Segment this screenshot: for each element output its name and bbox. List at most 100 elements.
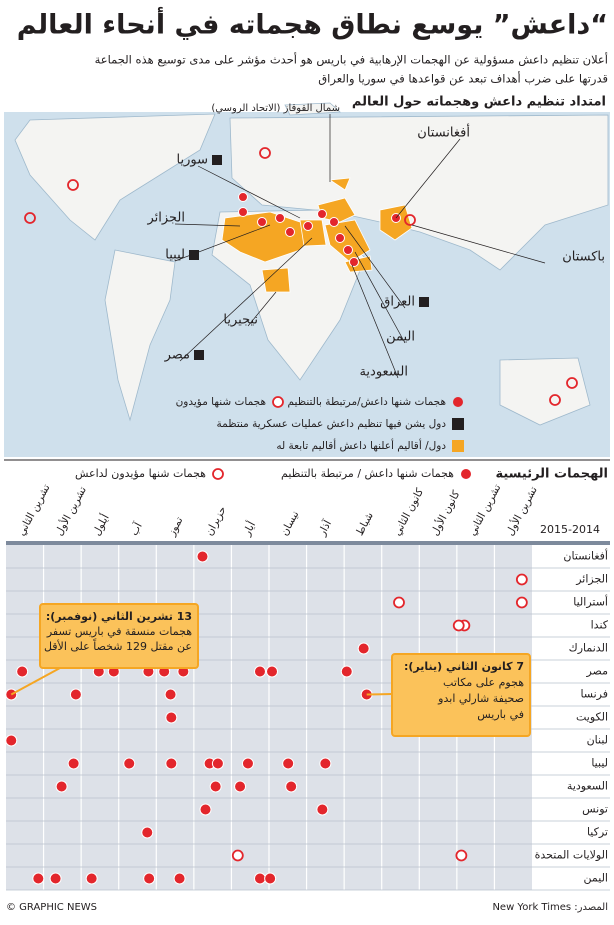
- title: “داعش” يوسع نطاق هجماته في أنحاء العالم: [17, 7, 608, 41]
- affiliated-attack: [49, 872, 62, 885]
- month-label: آب: [127, 519, 145, 537]
- affiliated-attack: [143, 872, 156, 885]
- affiliated-attack: [199, 803, 212, 816]
- callout-text: هجمات منسقة في باريس تسفر: [46, 625, 192, 638]
- map-label: العراق: [380, 295, 415, 310]
- row-label: فرنسا: [580, 688, 608, 701]
- affiliated-attack: [5, 734, 18, 747]
- subtitle: أعلان تنظيم داعش مسؤولية عن الهجمات الإر…: [95, 52, 608, 68]
- map-label: شمال القوقاز (الاتحاد الروسي): [211, 103, 340, 114]
- attack-dot: [257, 217, 267, 227]
- affiliated-attack: [165, 711, 178, 724]
- month-label: شباط: [354, 510, 376, 538]
- attack-dot: [329, 217, 339, 227]
- legend-symbol: [452, 440, 464, 452]
- continent: [229, 114, 609, 271]
- map-label: أفغانستان: [417, 124, 470, 141]
- legend-label: هجمات شنها داعش / مرتبطة بالتنظيم: [281, 467, 454, 480]
- affiliated-attack: [340, 665, 353, 678]
- month-label: تشرين الأول: [52, 484, 89, 538]
- affiliated-attack: [85, 872, 98, 885]
- affiliated-attack: [141, 826, 154, 839]
- month-label: كانون الثاني: [391, 486, 426, 537]
- callout-text: عن مقتل 129 شخصاً على الأقل: [44, 638, 192, 653]
- affiliated-attack: [165, 757, 178, 770]
- callout-text: صحيفة شارلي ابدو: [437, 692, 524, 705]
- leader-line: [197, 165, 301, 219]
- continent: [14, 113, 216, 241]
- affiliated-attack: [123, 757, 136, 770]
- row-label: مصر: [585, 665, 608, 678]
- attack-dot: [317, 209, 327, 219]
- row-label: ليبيا: [591, 757, 608, 770]
- continent: [104, 249, 176, 422]
- supporter-attack: [515, 596, 528, 609]
- row-label: تونس: [582, 803, 608, 816]
- month-label: أيار: [239, 519, 258, 539]
- supporter-attack: [455, 849, 468, 862]
- legend-symbol: [272, 396, 284, 408]
- row-label: السعودية: [567, 780, 608, 793]
- supporter-attack: [515, 573, 528, 586]
- legend-symbol: [453, 397, 463, 407]
- attack-dot: [285, 227, 295, 237]
- row-label: اليمن: [584, 872, 608, 885]
- row-label: أستراليا: [573, 595, 608, 609]
- affiliated-attack: [173, 872, 186, 885]
- legend-label: هجمات شنها مؤيدون لداعش: [75, 467, 206, 480]
- supporter-ring: [24, 212, 36, 224]
- attack-dot: [335, 233, 345, 243]
- supporter-ring: [566, 377, 578, 389]
- map: امتداد تنظيم داعش وهجماته حول العالم: [4, 90, 610, 457]
- period: 2015-2014: [540, 523, 600, 536]
- callout-text: 7 كانون الثاني (يناير):: [404, 660, 524, 673]
- military-square: [189, 250, 199, 260]
- month-label: آذار: [315, 517, 335, 539]
- leader-line: [411, 224, 546, 264]
- row-label: أفغانستان: [563, 549, 608, 563]
- callout-text: 13 تشرين الثاني (نوفمبر):: [46, 610, 192, 623]
- chart-title: الهجمات الرئيسية: [495, 467, 608, 482]
- affiliated-attack: [264, 872, 277, 885]
- affiliated-attack: [282, 757, 295, 770]
- continent: [284, 102, 341, 116]
- month-label: تشرين الأول: [503, 484, 540, 538]
- source: المصدر: New York Times: [492, 902, 608, 913]
- callout-text: هجوم على مكاتب: [443, 676, 524, 689]
- legend-label: هجمات شنها مؤيدون: [176, 396, 266, 408]
- affiliated-attack: [69, 688, 82, 701]
- leader-line: [351, 264, 399, 379]
- map-title-bg: [440, 90, 610, 112]
- leader-line: [344, 225, 406, 309]
- row-label: الدنمارك: [569, 642, 608, 655]
- military-square: [419, 297, 429, 307]
- map-label: اليمن: [386, 330, 415, 345]
- map-label: ليبيا: [165, 248, 185, 263]
- legend-label: هجمات شنها داعش/مرتبطة بالتنظيم: [288, 396, 446, 408]
- province: [328, 177, 351, 191]
- supporter-attack: [452, 619, 465, 632]
- attack-dot: [238, 192, 248, 202]
- map-label: السعودية: [359, 365, 408, 380]
- legend-label: دول/ أقاليم أعلنها داعش أقاليم تابعة له: [276, 438, 446, 452]
- affiliated-attack: [357, 642, 370, 655]
- row-label: الكويت: [576, 711, 608, 724]
- affiliated-attack: [266, 665, 279, 678]
- military-square: [212, 155, 222, 165]
- attack-dot: [343, 245, 353, 255]
- affiliated-attack: [67, 757, 80, 770]
- map-label: باكستان: [562, 250, 605, 265]
- row-label: تركيا: [587, 826, 608, 839]
- map-label: نيجيريا: [223, 313, 258, 328]
- attack-dot: [238, 207, 248, 217]
- affiliated-attack: [196, 550, 209, 563]
- legend-symbol: [212, 468, 224, 480]
- continent: [499, 357, 591, 426]
- leader-line: [179, 237, 313, 362]
- month-label: تشرين الثاني: [466, 482, 503, 538]
- map-label: الجزائر: [146, 211, 185, 226]
- affiliated-attack: [253, 872, 266, 885]
- affiliated-attack: [253, 665, 266, 678]
- supporter-ring: [549, 394, 561, 406]
